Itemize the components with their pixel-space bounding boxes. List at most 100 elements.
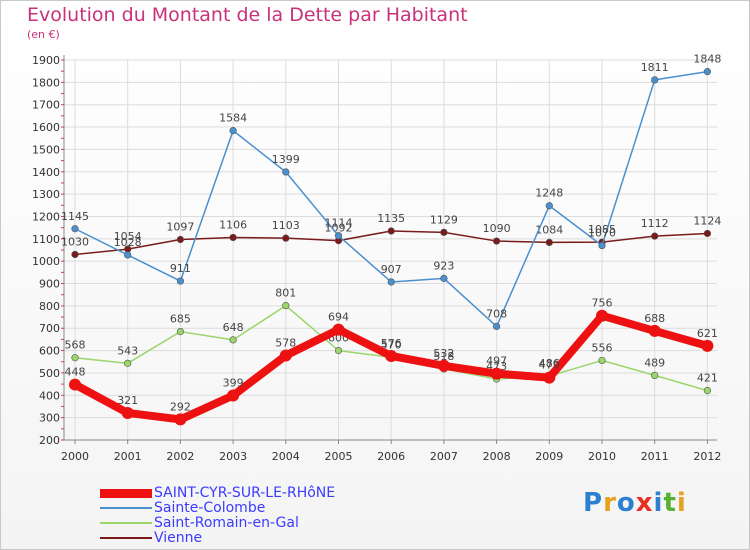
y-tick-label: 700 xyxy=(39,322,60,335)
data-label: 479 xyxy=(539,359,560,372)
proxiti-logo: Proxiti xyxy=(583,488,687,518)
data-label: 497 xyxy=(486,355,507,368)
x-tick-label: 2007 xyxy=(430,450,458,463)
data-point xyxy=(176,235,184,244)
y-tick-label: 800 xyxy=(39,300,60,313)
data-point xyxy=(174,413,187,426)
legend-label: Sainte-Colombe xyxy=(154,500,266,516)
y-tick-label: 200 xyxy=(39,434,60,447)
data-point xyxy=(124,359,132,367)
data-label: 576 xyxy=(381,337,402,350)
data-label: 1028 xyxy=(114,236,142,249)
data-label: 532 xyxy=(433,347,454,360)
data-label: 1848 xyxy=(693,53,721,66)
data-label: 489 xyxy=(644,356,665,369)
data-label: 1106 xyxy=(219,218,247,231)
x-tick-label: 2012 xyxy=(693,450,721,463)
data-point xyxy=(176,327,184,336)
y-tick-label: 400 xyxy=(39,389,60,402)
data-point xyxy=(651,371,659,380)
y-tick-label: 1800 xyxy=(32,76,60,89)
data-point xyxy=(282,234,290,242)
data-point xyxy=(651,76,659,84)
legend-label: Vienne xyxy=(154,530,203,546)
data-label: 1145 xyxy=(61,210,89,223)
x-tick-label: 2011 xyxy=(641,450,669,463)
data-label: 1114 xyxy=(325,217,353,230)
logo-letter: o xyxy=(616,488,636,518)
x-tick-label: 2000 xyxy=(61,450,89,463)
data-point xyxy=(279,349,292,362)
data-label: 1030 xyxy=(61,235,89,248)
data-label: 292 xyxy=(170,400,191,413)
y-tick-label: 1400 xyxy=(32,166,60,179)
data-point xyxy=(703,229,712,238)
legend-swatch xyxy=(100,537,152,539)
x-tick-label: 2006 xyxy=(377,450,405,463)
data-label: 1129 xyxy=(430,213,458,226)
data-point xyxy=(648,324,661,337)
data-label: 1085 xyxy=(588,223,616,236)
y-tick-label: 1100 xyxy=(32,233,60,246)
legend-swatch xyxy=(100,507,152,509)
y-tick-label: 500 xyxy=(39,367,60,380)
legend-label: Saint-Romain-en-Gal xyxy=(154,515,299,531)
data-point xyxy=(124,251,132,259)
data-point xyxy=(229,336,237,344)
data-label: 923 xyxy=(433,259,454,272)
logo-letter: P xyxy=(583,488,604,518)
y-tick-label: 1200 xyxy=(32,210,60,223)
data-label: 648 xyxy=(223,321,244,334)
logo-letter: i xyxy=(676,488,687,518)
data-point xyxy=(334,232,343,240)
data-label: 1103 xyxy=(272,219,300,232)
data-label: 708 xyxy=(486,307,507,320)
data-point xyxy=(596,309,608,322)
x-tick-label: 2005 xyxy=(325,450,353,463)
data-label: 685 xyxy=(170,313,191,326)
data-point xyxy=(385,349,398,362)
y-tick-label: 1500 xyxy=(32,143,60,156)
x-tick-label: 2002 xyxy=(166,450,194,463)
data-point xyxy=(387,227,395,235)
data-point xyxy=(703,68,712,76)
legend-swatch xyxy=(100,522,152,524)
data-point xyxy=(71,354,79,362)
data-point xyxy=(437,359,450,372)
data-point xyxy=(701,339,714,352)
data-label: 448 xyxy=(65,366,86,379)
logo-letter: t xyxy=(663,488,677,518)
data-point xyxy=(332,323,345,336)
x-tick-label: 2004 xyxy=(272,450,300,463)
data-point xyxy=(490,367,503,380)
data-point xyxy=(440,228,448,236)
data-label: 570 xyxy=(381,338,402,351)
data-label: 1399 xyxy=(272,153,300,166)
data-label: 421 xyxy=(697,372,718,385)
y-tick-label: 1300 xyxy=(32,188,60,201)
data-label: 1135 xyxy=(377,212,405,225)
data-label: 907 xyxy=(381,263,402,276)
data-label: 543 xyxy=(117,344,138,357)
legend-swatch xyxy=(100,489,152,498)
data-point xyxy=(703,387,712,395)
data-label: 621 xyxy=(697,327,718,340)
data-label: 1084 xyxy=(535,223,563,236)
data-label: 1248 xyxy=(535,187,563,200)
data-point xyxy=(121,406,134,419)
data-point xyxy=(493,322,501,331)
data-label: 518 xyxy=(433,350,454,363)
y-tick-label: 600 xyxy=(39,345,60,358)
data-point xyxy=(69,378,81,391)
y-tick-label: 900 xyxy=(39,278,60,291)
data-label: 1054 xyxy=(114,230,142,243)
data-point xyxy=(229,127,237,135)
data-point xyxy=(227,389,240,402)
data-point xyxy=(282,302,290,310)
data-label: 801 xyxy=(275,287,296,300)
data-point xyxy=(651,232,659,240)
data-label: 694 xyxy=(328,311,349,324)
data-point xyxy=(176,277,184,285)
